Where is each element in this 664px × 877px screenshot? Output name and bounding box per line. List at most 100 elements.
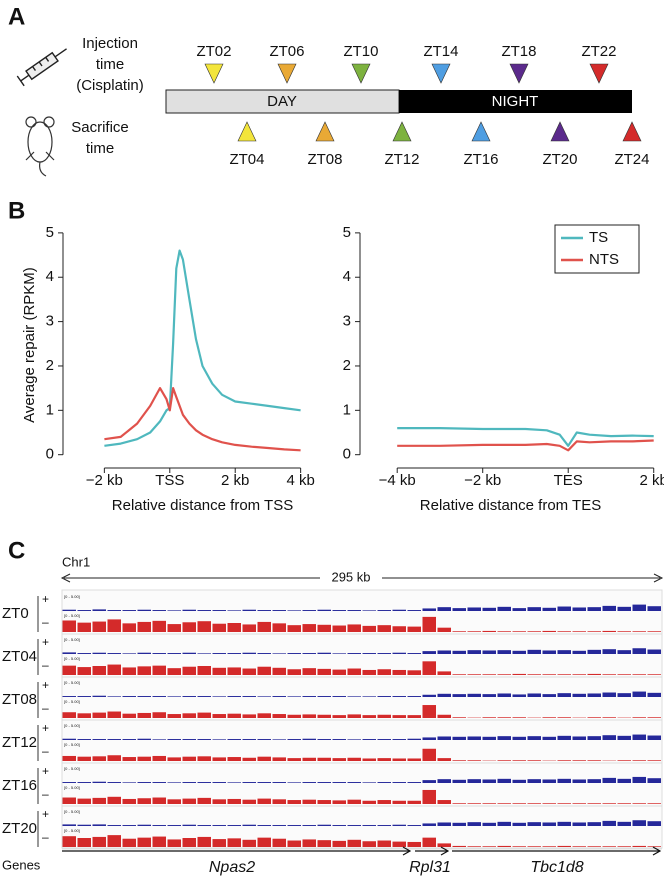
coverage-bar bbox=[152, 665, 166, 675]
coverage-bar bbox=[317, 782, 331, 783]
coverage-bar bbox=[332, 782, 346, 783]
coverage-bar bbox=[92, 712, 106, 718]
coverage-bar bbox=[512, 631, 526, 632]
coverage-bar bbox=[152, 797, 166, 804]
coverage-bar bbox=[407, 610, 421, 611]
coverage-bar bbox=[557, 735, 571, 740]
coverage-bar bbox=[137, 756, 151, 761]
coverage-bar bbox=[227, 757, 241, 761]
coverage-bar bbox=[572, 760, 586, 761]
coverage-bar bbox=[392, 758, 406, 761]
span-label: 295 kb bbox=[331, 569, 370, 584]
coverage-bar bbox=[182, 666, 196, 675]
coverage-bar bbox=[287, 800, 301, 804]
coverage-bar bbox=[137, 621, 151, 632]
coverage-bar bbox=[632, 674, 646, 675]
coverage-bar bbox=[152, 712, 166, 718]
coverage-bar bbox=[227, 798, 241, 804]
injection-marker bbox=[351, 63, 371, 84]
coverage-bar bbox=[212, 610, 226, 611]
coverage-bar bbox=[197, 836, 211, 847]
x-tick-label: 2 kb bbox=[640, 472, 664, 489]
coverage-bar bbox=[437, 607, 451, 611]
coverage-bar bbox=[422, 694, 436, 697]
legend-label: TS bbox=[589, 229, 608, 246]
injection-marker bbox=[277, 63, 297, 84]
coverage-bar bbox=[407, 825, 421, 826]
coverage-bar bbox=[482, 630, 496, 632]
coverage-bar bbox=[272, 623, 286, 632]
coverage-bar bbox=[92, 739, 106, 740]
coverage-bar bbox=[572, 607, 586, 611]
coverage-bar bbox=[242, 782, 256, 783]
coverage-bar bbox=[542, 803, 556, 804]
y-tick-label: 3 bbox=[46, 313, 54, 330]
coverage-bar bbox=[242, 652, 256, 654]
coverage-bar bbox=[137, 782, 151, 783]
coverage-bar bbox=[542, 736, 556, 740]
coverage-bar bbox=[197, 653, 211, 654]
coverage-bar bbox=[452, 736, 466, 740]
coverage-bar bbox=[212, 739, 226, 740]
coverage-bar bbox=[227, 782, 241, 783]
coverage-bar bbox=[62, 782, 76, 783]
coverage-bar bbox=[467, 779, 481, 783]
scale-label: [0 - 5.00] bbox=[64, 809, 80, 814]
scale-label: [0 - 5.00] bbox=[64, 594, 80, 599]
injection-marker bbox=[589, 63, 609, 84]
coverage-bar bbox=[62, 665, 76, 675]
coverage-bar bbox=[122, 739, 136, 740]
coverage-bar bbox=[122, 623, 136, 632]
coverage-bar bbox=[197, 825, 211, 826]
coverage-bar bbox=[452, 822, 466, 826]
coverage-bar bbox=[602, 674, 616, 675]
coverage-bar bbox=[467, 674, 481, 675]
coverage-bar bbox=[392, 609, 406, 611]
coverage-bar bbox=[287, 782, 301, 783]
y-tick-label: 0 bbox=[46, 446, 54, 463]
coverage-bar bbox=[527, 693, 541, 697]
coverage-bar bbox=[197, 756, 211, 761]
coverage-bar bbox=[572, 650, 586, 654]
coverage-bar bbox=[257, 696, 271, 697]
coverage-bar bbox=[527, 607, 541, 611]
coverage-bar bbox=[257, 666, 271, 675]
coverage-bar bbox=[347, 782, 361, 783]
coverage-bar bbox=[557, 760, 571, 761]
coverage-bar bbox=[197, 621, 211, 632]
series-line bbox=[104, 387, 301, 452]
coverage-bar bbox=[122, 798, 136, 804]
coverage-bar bbox=[77, 798, 91, 804]
coverage-bar bbox=[587, 779, 601, 783]
coverage-bar bbox=[257, 621, 271, 632]
coverage-bar bbox=[167, 782, 181, 783]
coverage-bar bbox=[362, 739, 376, 740]
coverage-bar bbox=[377, 825, 391, 826]
coverage-bar bbox=[92, 695, 106, 697]
coverage-bar bbox=[257, 739, 271, 740]
coverage-bar bbox=[407, 800, 421, 804]
coverage-bar bbox=[632, 845, 646, 847]
coverage-bar bbox=[587, 822, 601, 826]
coverage-bar bbox=[242, 739, 256, 740]
y-tick-label: 4 bbox=[46, 268, 54, 285]
sacrifice-label: time bbox=[86, 140, 114, 157]
coverage-bar bbox=[632, 648, 646, 654]
coverage-bar bbox=[62, 609, 76, 611]
scale-label: [0 - 5.00] bbox=[64, 723, 80, 728]
coverage-bar bbox=[77, 622, 91, 632]
coverage-bar bbox=[137, 824, 151, 826]
coverage-bar bbox=[107, 664, 121, 675]
coverage-bar bbox=[362, 782, 376, 783]
coverage-bar bbox=[302, 825, 316, 826]
coverage-bar bbox=[452, 650, 466, 654]
coverage-bar bbox=[587, 631, 601, 632]
coverage-bar bbox=[107, 696, 121, 697]
coverage-bar bbox=[422, 661, 436, 675]
coverage-bar bbox=[422, 737, 436, 740]
coverage-bar bbox=[167, 610, 181, 611]
legend-label: NTS bbox=[589, 251, 619, 268]
coverage-bar bbox=[167, 839, 181, 847]
injection-marker bbox=[204, 63, 224, 84]
sample-label: ZT16 bbox=[2, 777, 37, 794]
